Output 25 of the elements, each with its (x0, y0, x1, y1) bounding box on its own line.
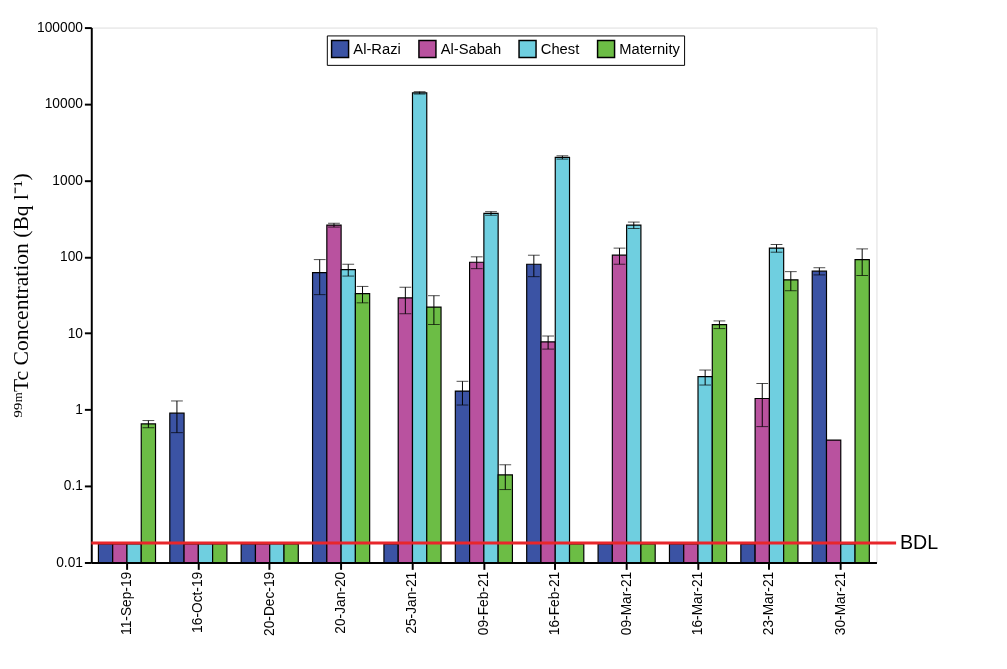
x-tick-label: 11-Sep-19 (118, 571, 134, 635)
y-tick-label: 10000 (44, 96, 84, 112)
legend-label: Chest (540, 41, 580, 57)
x-tick-label: 09-Mar-21 (618, 571, 634, 636)
y-tick-label: 1000 (52, 172, 84, 188)
y-tick-label: 100000 (37, 20, 84, 35)
legend-label: Al-Razi (353, 41, 401, 57)
x-tick-label: 25-Jan-21 (404, 571, 420, 634)
x-tick-label: 16-Feb-21 (547, 571, 563, 636)
x-tick-label: 20-Jan-20 (333, 571, 349, 634)
y-tick-label: 100 (60, 249, 84, 265)
x-tick-label: 16-Mar-21 (689, 571, 705, 636)
y-tick-label: 10 (67, 325, 84, 341)
x-tick-label: 09-Feb-21 (475, 571, 491, 636)
x-tick-label: 16-Oct-19 (190, 571, 206, 633)
y-axis-title: ⁹⁹ᵐTc Concentration (Bq l⁻¹) (9, 173, 34, 418)
x-tick-label: 20-Dec-19 (261, 571, 277, 636)
y-tick-label: 0.1 (63, 478, 83, 494)
x-tick-label: 23-Mar-21 (761, 571, 777, 636)
legend-label: Maternity (619, 41, 681, 57)
y-tick-label: 0.01 (56, 554, 83, 570)
y-tick-label: 1 (75, 402, 83, 418)
ref-line-label: BDL (900, 530, 939, 553)
x-tick-label: 30-Mar-21 (832, 571, 848, 636)
legend-label: Al-Sabah (440, 41, 502, 57)
